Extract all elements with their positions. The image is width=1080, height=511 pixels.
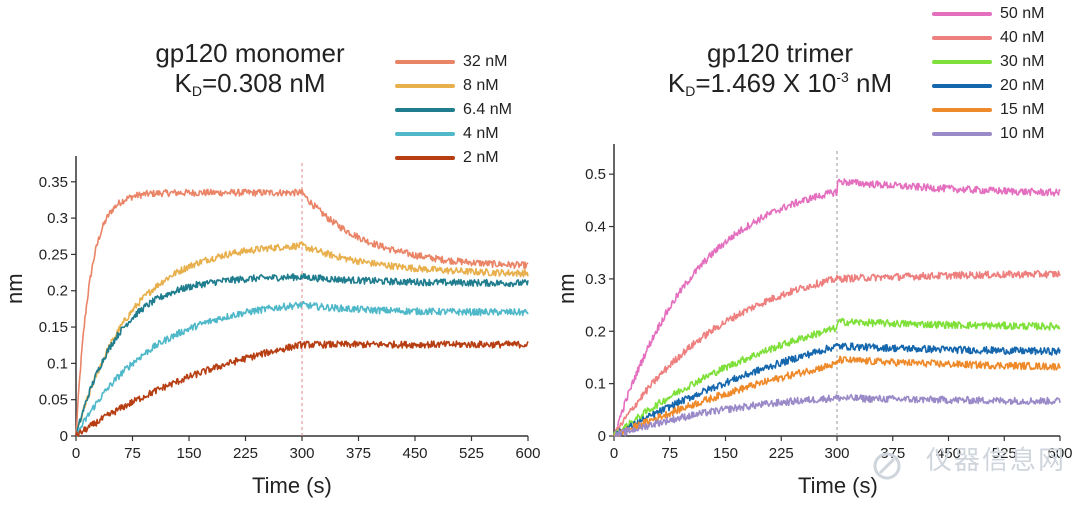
watermark-text: 仪器信息网	[925, 445, 1066, 475]
chart2-kd: KD=1.469 X 10-3 nM	[640, 68, 920, 102]
chart2-xlabel: Time (s)	[798, 473, 878, 498]
chart1-y-tick-label: 0.05	[39, 392, 68, 409]
chart1-x-tick-label: 525	[459, 445, 484, 462]
chart2-title: gp120 trimer KD=1.469 X 10-3 nM	[640, 38, 920, 102]
chart1-y-tick-label: 0.1	[47, 355, 68, 372]
chart1-series-line	[75, 188, 529, 435]
chart1-legend-label: 4 nM	[463, 125, 499, 142]
chart2-x-tick-label: 75	[661, 445, 678, 462]
chart2-legend-swatch	[932, 12, 992, 16]
chart1-series-line	[75, 272, 529, 436]
chart2-kd-sup: -3	[836, 69, 849, 85]
chart1-title-text: gp120 monomer	[155, 38, 345, 68]
chart2-x-tick-label: 375	[880, 445, 905, 462]
chart2-series-line	[613, 393, 1061, 437]
chart2-legend-swatch	[932, 84, 992, 88]
chart2-series-line	[613, 269, 1061, 437]
chart1-legend-swatch	[395, 60, 455, 64]
chart1-legend-label: 32 nM	[463, 53, 508, 70]
chart1-y-tick-label: 0.2	[47, 283, 68, 300]
chart1-kd: KD=0.308 nM	[120, 68, 380, 102]
chart1-legend-label: 2 nM	[463, 149, 499, 166]
chart2-kd-sub: D	[685, 83, 696, 99]
chart2-series-line	[613, 178, 1061, 434]
watermark-logo-icon	[873, 452, 901, 480]
chart2-legend-swatch	[932, 108, 992, 112]
chart1-y-tick-label: 0.3	[47, 210, 68, 227]
chart1-y-tick-label: 0.25	[39, 246, 68, 263]
chart2-legend-swatch	[932, 60, 992, 64]
chart2-legend-label: 50 nM	[1000, 5, 1045, 22]
chart2-y-tick-label: 0.5	[585, 166, 606, 183]
chart2-legend-label: 15 nM	[1000, 101, 1045, 118]
chart2-legend-label: 30 nM	[1000, 53, 1045, 70]
chart1-title: gp120 monomer KD=0.308 nM	[120, 38, 380, 102]
chart2-legend-label: 10 nM	[1000, 125, 1045, 142]
chart2-y-tick-label: 0.4	[585, 219, 606, 236]
chart2-x-tick-label: 0	[610, 445, 618, 462]
chart1-y-tick-label: 0.35	[39, 174, 68, 191]
chart1-series-line	[75, 300, 529, 437]
chart1-x-tick-label: 450	[402, 445, 427, 462]
chart2-x-tick-label: 525	[992, 445, 1017, 462]
chart1-x-tick-label: 225	[233, 445, 258, 462]
chart2-kd-unit: nM	[848, 68, 893, 98]
chart1-x-tick-label: 75	[124, 445, 141, 462]
chart2-y-tick-label: 0	[598, 428, 606, 445]
chart2-y-tick-label: 0.3	[585, 271, 606, 288]
chart1-series-line	[75, 241, 529, 436]
chart1-x-tick-label: 375	[346, 445, 371, 462]
chart2-legend-swatch	[932, 36, 992, 40]
chart1-y-tick-label: 0	[60, 428, 68, 445]
chart1-legend-label: 6.4 nM	[463, 101, 512, 118]
chart1-x-tick-label: 0	[72, 445, 80, 462]
chart2-kd-k: K	[667, 68, 686, 98]
chart2-y-tick-label: 0.2	[585, 323, 606, 340]
chart2-series-line	[613, 342, 1061, 437]
chart1-y-tick-label: 0.15	[39, 319, 68, 336]
chart1-kd-sub: D	[191, 83, 202, 99]
chart1-legend-label: 8 nM	[463, 77, 499, 94]
chart2-x-tick-label: 300	[824, 445, 849, 462]
chart2-x-tick-label: 225	[769, 445, 794, 462]
chart1-legend-swatch	[395, 108, 455, 112]
chart1-legend-swatch	[395, 84, 455, 88]
chart2-legend-label: 40 nM	[1000, 29, 1045, 46]
chart1-x-tick-label: 600	[515, 445, 540, 462]
chart2-legend-label: 20 nM	[1000, 77, 1045, 94]
chart2-title-text: gp120 trimer	[707, 38, 853, 68]
chart2-legend-swatch	[932, 132, 992, 136]
chart2-x-tick-label: 150	[713, 445, 738, 462]
chart2-y-tick-label: 0.1	[585, 376, 606, 393]
chart2-series-line	[613, 355, 1061, 437]
chart1-series-line	[75, 340, 529, 437]
chart1-kd-value: =0.308 nM	[201, 68, 326, 98]
chart1-xlabel: Time (s)	[252, 473, 332, 498]
chart2-x-tick-label: 450	[936, 445, 961, 462]
chart2-kd-value: =1.469 X 10	[695, 68, 837, 98]
chart2-series-line	[613, 317, 1061, 437]
chart2-x-tick-label: 600	[1047, 445, 1072, 462]
chart1-x-tick-label: 150	[176, 445, 201, 462]
chart1-kd-k: K	[174, 68, 192, 98]
chart1-legend-swatch	[395, 156, 455, 160]
chart1-x-tick-label: 300	[289, 445, 314, 462]
chart1-legend-swatch	[395, 132, 455, 136]
